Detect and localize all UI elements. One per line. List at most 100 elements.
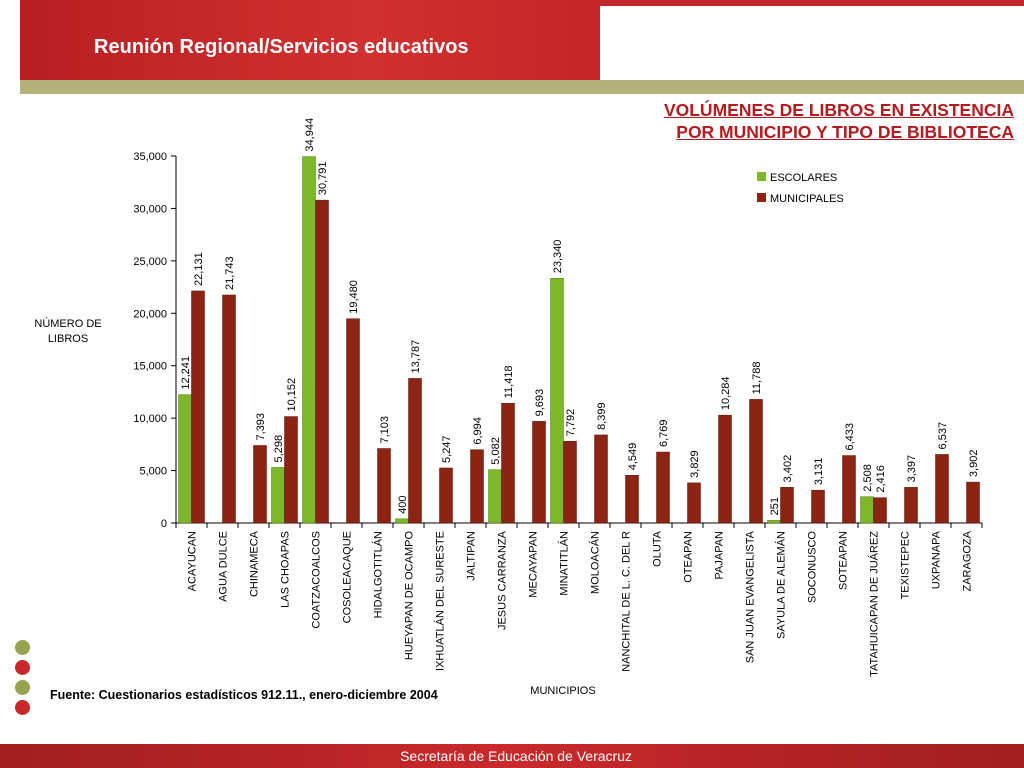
data-label-municipales: 6,433 xyxy=(844,423,856,451)
decorative-dot-green xyxy=(15,640,30,655)
data-label-escolares: 34,944 xyxy=(304,118,316,152)
category-label: JESUS CARRANZA xyxy=(497,530,509,630)
bar-municipales xyxy=(563,441,577,524)
bar-municipales xyxy=(780,487,794,524)
bar-municipales xyxy=(315,199,329,524)
category-label: TEXISTEPEC xyxy=(900,531,912,600)
data-label-municipales: 5,247 xyxy=(441,435,453,463)
decorative-dot-green xyxy=(15,680,30,695)
bar-escolares xyxy=(271,467,285,524)
bar-escolares xyxy=(488,469,502,524)
category-label: JALTIPAN xyxy=(466,531,478,581)
category-label: HIDALGOTITLÁN xyxy=(372,531,385,618)
bar-municipales xyxy=(625,475,639,524)
data-label-escolares: 5,082 xyxy=(490,437,502,465)
bar-municipales xyxy=(966,481,980,524)
bar-municipales xyxy=(718,414,732,524)
footer-bar xyxy=(0,744,1024,768)
y-tick-label: 5,000 xyxy=(139,466,167,478)
bar-municipales xyxy=(408,378,422,524)
data-label-municipales: 19,480 xyxy=(348,280,360,314)
y-tick-label: 0 xyxy=(161,518,167,530)
data-label-escolares: 2,508 xyxy=(862,464,874,492)
data-label-municipales: 11,418 xyxy=(503,365,515,398)
data-label-municipales: 3,402 xyxy=(782,455,794,483)
y-tick-label: 10,000 xyxy=(133,413,167,425)
bar-municipales xyxy=(873,497,887,524)
header-banner xyxy=(20,0,600,80)
data-label-municipales: 3,902 xyxy=(968,450,980,478)
category-label: NANCHITAL DE L. C. DEL R xyxy=(621,531,633,672)
chart-title-line-2: POR MUNICIPIO Y TIPO DE BIBLIOTECA xyxy=(676,122,1014,142)
category-label: AGUA DULCE xyxy=(218,531,230,602)
category-label: COSOLEACAQUE xyxy=(342,531,354,623)
data-label-municipales: 10,284 xyxy=(720,377,732,411)
data-label-escolares: 251 xyxy=(769,497,781,515)
bar-municipales xyxy=(222,294,236,524)
y-tick-label: 15,000 xyxy=(133,361,167,373)
category-label: LAS CHOAPAS xyxy=(280,531,292,608)
data-label-municipales: 30,791 xyxy=(317,161,329,195)
bar-municipales xyxy=(439,467,453,524)
data-label-escolares: 400 xyxy=(397,495,409,513)
category-label: SAYULA DE ALEMÁN xyxy=(775,531,788,639)
chart-title-line-1: VOLÚMENES DE LIBROS EN EXISTENCIA xyxy=(663,100,1014,120)
bar-escolares xyxy=(395,518,409,524)
data-label-escolares: 23,340 xyxy=(552,240,564,274)
data-label-municipales: 9,693 xyxy=(534,389,546,417)
category-label: SOCONUSCO xyxy=(807,531,819,604)
category-label: COATZACOALCOS xyxy=(311,531,323,629)
bar-municipales xyxy=(501,403,515,524)
bar-municipales xyxy=(377,448,391,524)
data-label-municipales: 6,769 xyxy=(658,419,670,447)
y-tick-label: 30,000 xyxy=(133,203,167,215)
bar-municipales xyxy=(532,421,546,524)
bar-escolares xyxy=(178,394,192,524)
bar-municipales xyxy=(904,487,918,524)
chart-title: VOLÚMENES DE LIBROS EN EXISTENCIA POR MU… xyxy=(664,99,1014,143)
bar-municipales xyxy=(687,482,701,524)
data-label-municipales: 6,994 xyxy=(472,417,484,445)
data-label-municipales: 10,152 xyxy=(286,378,298,412)
bar-municipales xyxy=(656,451,670,524)
y-axis-label: LIBROS xyxy=(48,333,88,345)
category-label: SOTEAPAN xyxy=(838,531,850,590)
bar-escolares xyxy=(550,278,564,524)
bar-municipales xyxy=(842,455,856,524)
bar-escolares xyxy=(860,496,874,524)
data-label-municipales: 6,537 xyxy=(937,422,949,450)
category-label: IXHUATLÁN DEL SURESTE xyxy=(434,531,447,671)
bar-municipales xyxy=(284,416,298,524)
legend-swatch xyxy=(757,172,766,181)
legend-swatch xyxy=(757,193,766,202)
data-label-municipales: 8,399 xyxy=(596,402,608,430)
bar-municipales xyxy=(470,449,484,524)
y-axis-label: NÚMERO DE xyxy=(34,317,101,330)
data-label-municipales: 7,393 xyxy=(255,413,267,441)
x-axis-label: MUNICIPIOS xyxy=(530,685,595,697)
y-tick-label: 20,000 xyxy=(133,308,167,320)
page-title: Reunión Regional/Servicios educativos xyxy=(94,36,469,58)
data-label-municipales: 3,829 xyxy=(689,450,701,478)
data-label-municipales: 3,131 xyxy=(813,458,825,486)
data-label-escolares: 12,241 xyxy=(180,356,192,390)
category-label: MOLOACÁN xyxy=(589,531,602,594)
bar-municipales xyxy=(253,445,267,524)
legend-label: ESCOLARES xyxy=(770,172,837,184)
category-label: ACAYUCAN xyxy=(187,531,199,591)
category-label: PAJAPAN xyxy=(714,531,726,580)
legend-label: MUNICIPALES xyxy=(770,193,844,205)
decorative-dot-red xyxy=(15,660,30,675)
data-label-municipales: 22,131 xyxy=(193,252,205,286)
decorative-dot-red xyxy=(15,700,30,715)
category-label: OLUTA xyxy=(652,530,664,567)
bar-municipales xyxy=(749,399,763,524)
category-label: OTEAPAN xyxy=(683,531,695,583)
bar-municipales xyxy=(346,318,360,524)
bar-municipales xyxy=(191,290,205,524)
source-note: Fuente: Cuestionarios estadísticos 912.1… xyxy=(50,688,438,702)
header-top-stripe xyxy=(600,0,1024,6)
category-label: ZARAGOZA xyxy=(962,530,974,591)
category-label: TATAHUICAPAN DE JUÁREZ xyxy=(868,531,881,677)
